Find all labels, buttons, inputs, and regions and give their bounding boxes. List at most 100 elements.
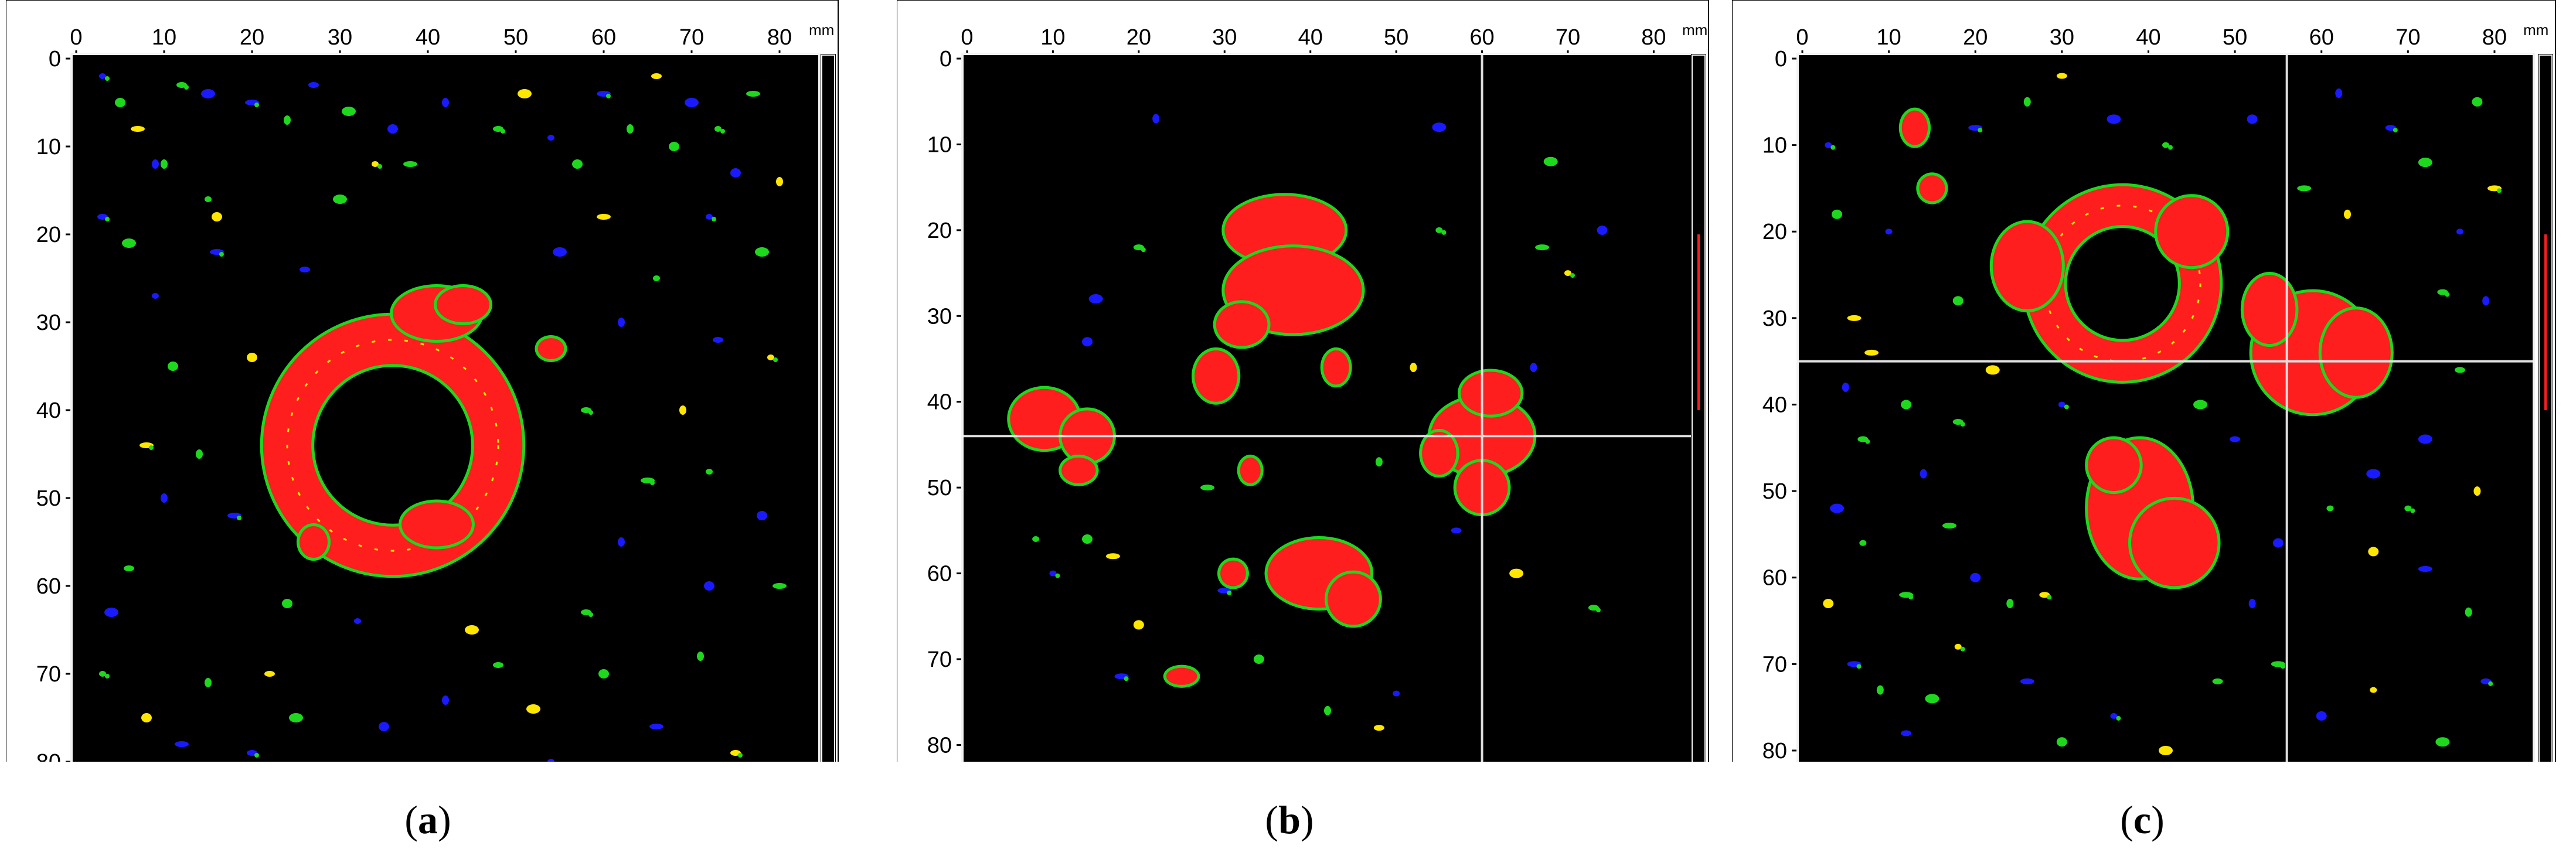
speckle-core (1960, 422, 1965, 427)
speckle (247, 353, 257, 362)
y-tick-label: 80 (1762, 739, 1787, 762)
speckle (175, 741, 189, 747)
speckle (526, 704, 540, 714)
speckle-core (1960, 646, 1965, 652)
speckle-core (1830, 145, 1836, 150)
defect-blob (437, 287, 489, 322)
speckle (152, 159, 159, 169)
speckle (1823, 599, 1834, 608)
speckle (1088, 294, 1103, 304)
panel-c: 0 0 10 10 20 20 30 30 40 40 50 50 60 60 70 70 80 80 mm (1732, 0, 2567, 762)
y-tick-label: 30 (927, 304, 952, 329)
defect-blob (1240, 457, 1261, 483)
speckle (706, 469, 713, 475)
speckle-core (712, 217, 716, 221)
speckle (212, 212, 222, 221)
speckle (1847, 315, 1862, 321)
speckle (2056, 73, 2067, 79)
speckle (1375, 457, 1383, 467)
speckle (2247, 114, 2258, 124)
speckle (1032, 536, 1040, 542)
speckle (2366, 469, 2381, 479)
side-profile-frame (821, 54, 835, 762)
speckle (115, 98, 125, 107)
defect-blob (1061, 457, 1096, 483)
x-tick-label: 20 (240, 25, 264, 50)
speckle (282, 599, 292, 608)
speckle (2058, 401, 2065, 408)
speckle (1885, 229, 1893, 235)
speckle (2230, 436, 2241, 442)
speckle-core (738, 753, 743, 758)
side-profile-bar (821, 54, 836, 762)
x-tick-label: 0 (961, 25, 973, 50)
speckle (161, 493, 168, 503)
speckle-core (254, 103, 259, 107)
speckle (757, 511, 767, 520)
speckle (1432, 122, 1447, 132)
defect-blob (2157, 197, 2227, 267)
speckle (1864, 349, 1879, 356)
speckle (1832, 209, 1843, 219)
defect-blob (2321, 309, 2391, 396)
speckle (289, 713, 303, 722)
speckle-core (2168, 145, 2173, 150)
defect-blob (1460, 371, 1521, 415)
speckle (730, 168, 741, 178)
x-tick-label: 70 (2395, 25, 2420, 50)
speckle-core (501, 129, 505, 134)
defect-blob (401, 502, 472, 547)
y-tick-label: 40 (1762, 393, 1787, 417)
speckle (1597, 225, 1608, 235)
y-tick-label: 80 (927, 733, 952, 758)
speckle-core (650, 480, 655, 485)
speckle-core (254, 753, 259, 758)
speckle (1842, 382, 1849, 392)
defect-blob (1328, 573, 1379, 625)
speckle-core (2116, 715, 2121, 721)
speckle-core (2280, 664, 2285, 669)
y-tick-label: 20 (1762, 220, 1787, 244)
speckle (2162, 142, 2169, 148)
x-tick-label: 80 (2482, 25, 2507, 50)
speckle (704, 581, 714, 591)
speckle (1859, 540, 1867, 546)
speckle-core (773, 357, 778, 362)
y-tick-label: 10 (927, 132, 952, 157)
defect-blob (2088, 439, 2140, 492)
speckle (679, 405, 686, 415)
speckle-core (2488, 681, 2493, 686)
speckle (387, 124, 398, 134)
speckle (2473, 486, 2481, 496)
speckle (685, 98, 699, 107)
caption-a: (a) (404, 797, 451, 842)
speckle (1410, 363, 1417, 373)
speckle-core (105, 217, 110, 221)
speckle (205, 196, 212, 202)
x-tick-label: 10 (152, 25, 176, 50)
speckle (354, 618, 361, 624)
x-tick-label: 30 (1212, 25, 1237, 50)
side-profile-frame (2538, 54, 2553, 762)
y-tick-label: 30 (1762, 306, 1787, 331)
speckle (465, 625, 479, 635)
defect-blob (1992, 223, 2062, 310)
speckle (1373, 725, 1384, 731)
speckle (1133, 620, 1144, 630)
speckle (755, 247, 769, 257)
speckle (442, 695, 449, 705)
x-tick-label: 30 (328, 25, 352, 50)
speckle (1200, 485, 1214, 491)
speckle-core (720, 129, 725, 134)
speckle (713, 337, 723, 343)
speckle (2418, 565, 2432, 572)
speckle (746, 91, 760, 97)
speckle (2159, 745, 2173, 755)
speckle (1970, 572, 1981, 582)
speckle-core (1227, 590, 1232, 595)
speckle (99, 73, 106, 79)
axis-unit-label: mm (2523, 21, 2548, 39)
speckle (141, 713, 152, 722)
speckle (2212, 678, 2223, 684)
speckle (1901, 400, 1912, 410)
